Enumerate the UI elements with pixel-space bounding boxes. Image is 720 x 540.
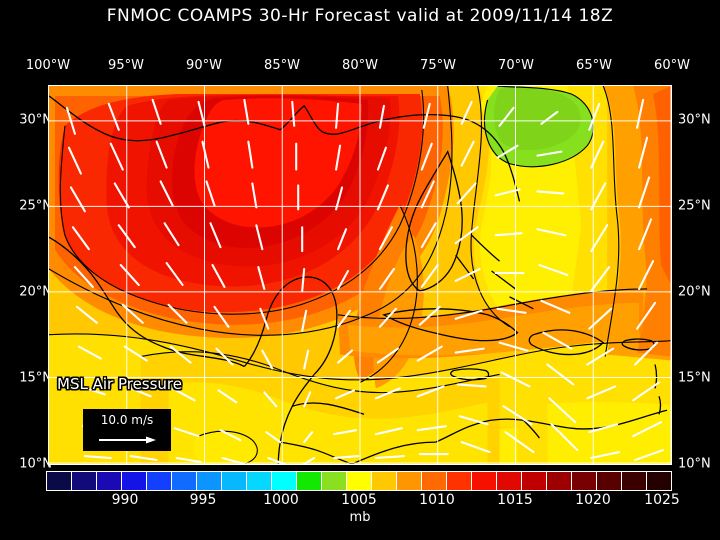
colorbar-segment-20 bbox=[547, 472, 572, 490]
colorbar-tick-1: 995 bbox=[189, 492, 217, 508]
colorbar-tick-6: 1020 bbox=[575, 492, 611, 508]
pressure-field-map bbox=[49, 86, 671, 464]
colorbar-segment-19 bbox=[522, 472, 547, 490]
colorbar-segment-9 bbox=[272, 472, 297, 490]
page-title: FNMOC COAMPS 30-Hr Forecast valid at 200… bbox=[106, 6, 614, 26]
x-tick-label-7: 65°W bbox=[576, 58, 612, 73]
x-tick-label-2: 90°W bbox=[186, 58, 222, 73]
wind-vector-legend: 10.0 m/s bbox=[83, 409, 171, 451]
y-tick-label-left-3: 15°N bbox=[19, 370, 52, 386]
coastline-overlay bbox=[49, 95, 668, 464]
y-tick-label-right-4: 10°N bbox=[678, 456, 711, 472]
field-label: MSL Air Pressure bbox=[57, 375, 183, 393]
colorbar-segment-3 bbox=[122, 472, 147, 490]
colorbar-segment-8 bbox=[247, 472, 272, 490]
colorbar-segment-23 bbox=[622, 472, 647, 490]
colorbar-segment-11 bbox=[322, 472, 347, 490]
x-tick-label-6: 70°W bbox=[498, 58, 534, 73]
wind-vector-overlay bbox=[65, 98, 665, 464]
x-tick-label-5: 75°W bbox=[420, 58, 456, 73]
colorbar-tick-2: 1000 bbox=[263, 492, 299, 508]
colorbar-segment-2 bbox=[97, 472, 122, 490]
colorbar-segment-14 bbox=[397, 472, 422, 490]
colorbar-segment-13 bbox=[372, 472, 397, 490]
y-tick-label-right-2: 20°N bbox=[678, 284, 711, 300]
wind-vector-legend-label: 10.0 m/s bbox=[100, 413, 154, 427]
colorbar-segment-1 bbox=[72, 472, 97, 490]
y-tick-label-left-4: 10°N bbox=[19, 456, 52, 472]
colorbar-segment-24 bbox=[647, 472, 671, 490]
x-tick-label-1: 95°W bbox=[108, 58, 144, 73]
colorbar-segment-12 bbox=[347, 472, 372, 490]
colorbar-segment-22 bbox=[597, 472, 622, 490]
colorbar-tick-3: 1005 bbox=[341, 492, 377, 508]
colorbar-tick-7: 1025 bbox=[644, 492, 680, 508]
y-tick-label-right-1: 25°N bbox=[678, 198, 711, 214]
y-tick-label-left-1: 25°N bbox=[19, 198, 52, 214]
colorbar-tick-0: 990 bbox=[111, 492, 139, 508]
colorbar-segment-18 bbox=[497, 472, 522, 490]
colorbar-segment-21 bbox=[572, 472, 597, 490]
colorbar-segment-10 bbox=[297, 472, 322, 490]
colorbar-segment-17 bbox=[472, 472, 497, 490]
colorbar-segment-7 bbox=[222, 472, 247, 490]
map-gridlines bbox=[49, 86, 671, 464]
colorbar-unit-label: mb bbox=[349, 510, 371, 525]
y-tick-label-right-0: 30°N bbox=[678, 112, 711, 128]
map-plot-area[interactable] bbox=[48, 85, 672, 465]
colorbar-segment-0 bbox=[47, 472, 72, 490]
colorbar[interactable] bbox=[46, 471, 672, 491]
colorbar-segment-6 bbox=[197, 472, 222, 490]
colorbar-segment-15 bbox=[422, 472, 447, 490]
colorbar-segment-4 bbox=[147, 472, 172, 490]
x-tick-label-4: 80°W bbox=[342, 58, 378, 73]
x-tick-label-8: 60°W bbox=[654, 58, 690, 73]
colorbar-segment-16 bbox=[447, 472, 472, 490]
colorbar-tick-4: 1010 bbox=[419, 492, 455, 508]
colorbar-tick-5: 1015 bbox=[497, 492, 533, 508]
y-tick-label-right-3: 15°N bbox=[678, 370, 711, 386]
y-tick-label-left-2: 20°N bbox=[19, 284, 52, 300]
x-tick-label-3: 85°W bbox=[264, 58, 300, 73]
wind-vector-legend-arrow-icon bbox=[99, 436, 156, 444]
y-tick-label-left-0: 30°N bbox=[19, 112, 52, 128]
colorbar-segment-5 bbox=[172, 472, 197, 490]
x-tick-label-0: 100°W bbox=[25, 58, 71, 73]
